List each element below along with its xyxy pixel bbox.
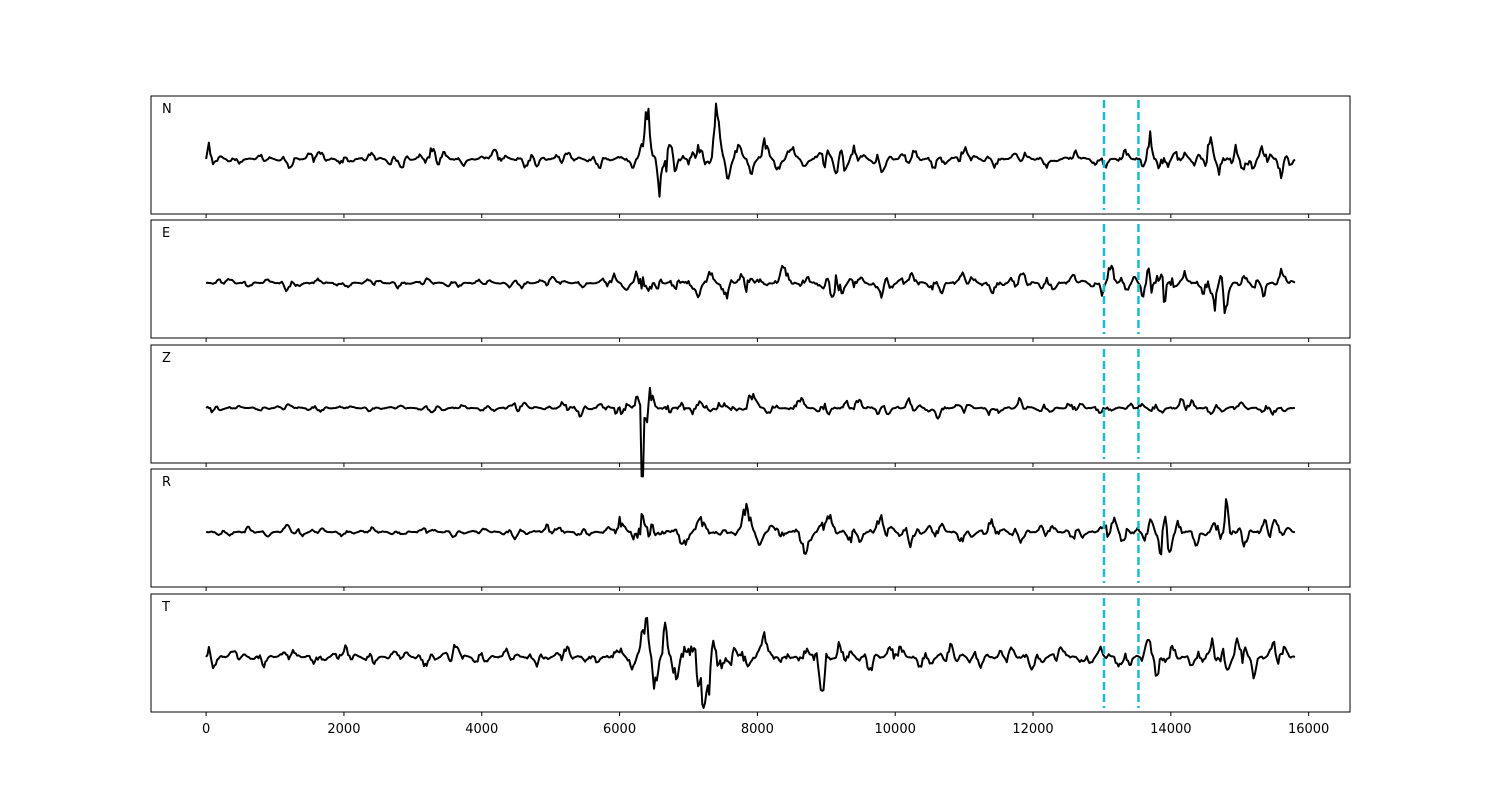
panel-frame	[150, 593, 1351, 713]
x-tick-label: 4000	[465, 722, 498, 737]
panel-t: T	[150, 593, 1351, 716]
panels-group: N E Z R T	[150, 95, 1351, 716]
panel-z: Z	[150, 344, 1351, 478]
panel-n: N	[150, 95, 1351, 218]
x-tick-label: 14000	[1150, 722, 1191, 737]
x-tick-label: 0	[202, 722, 210, 737]
waveform-trace	[205, 386, 1295, 478]
x-tick-label: 8000	[741, 722, 774, 737]
x-tick-label: 10000	[875, 722, 916, 737]
x-tick-label: 12000	[1012, 722, 1053, 737]
panel-frame	[150, 468, 1351, 588]
panel-frame	[150, 344, 1351, 464]
x-tick-label: 16000	[1288, 722, 1329, 737]
x-axis: 0 2000 4000 6000 8000 10000 12000 14000 16000	[202, 722, 1329, 737]
waveform-trace	[205, 616, 1296, 709]
panel-label: R	[162, 475, 171, 490]
panel-e: E	[150, 219, 1351, 342]
x-tick-label: 2000	[327, 722, 360, 737]
panel-label: Z	[162, 351, 171, 366]
panel-label: T	[161, 600, 170, 615]
panel-r: R	[150, 468, 1351, 591]
panel-frame	[150, 219, 1351, 339]
x-tick-label: 6000	[603, 722, 636, 737]
panel-frame	[150, 95, 1351, 215]
waveform-trace	[205, 264, 1296, 315]
panel-label: E	[162, 226, 170, 241]
panel-label: N	[162, 102, 172, 117]
waveform-trace	[206, 498, 1295, 556]
waveform-trace	[205, 102, 1296, 198]
